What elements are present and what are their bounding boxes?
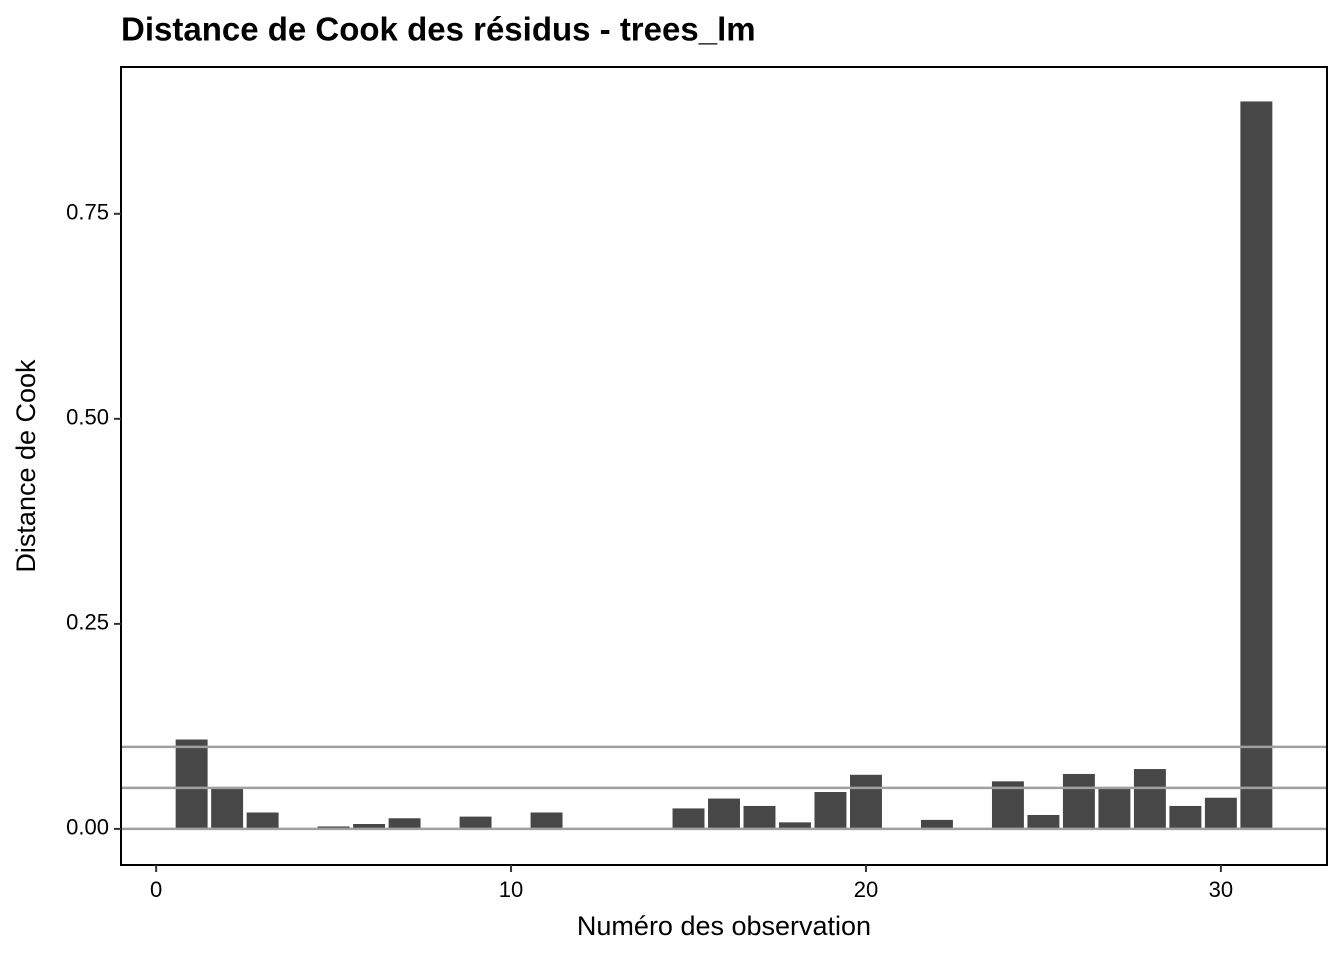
x-tick-label: 0 bbox=[150, 877, 162, 902]
y-tick-label: 0.00 bbox=[66, 815, 109, 840]
bar bbox=[530, 812, 563, 829]
bar bbox=[211, 787, 244, 829]
bar bbox=[1062, 773, 1095, 829]
bar bbox=[849, 774, 882, 829]
bar bbox=[1169, 805, 1202, 829]
bar bbox=[1240, 101, 1273, 829]
bar bbox=[246, 812, 279, 829]
bar bbox=[1133, 769, 1166, 829]
bar bbox=[814, 792, 847, 829]
plot-border bbox=[120, 66, 1328, 866]
bar bbox=[1204, 797, 1237, 829]
bar bbox=[353, 823, 386, 829]
x-tick-label: 30 bbox=[1209, 877, 1233, 902]
y-axis-title: Distance de Cook bbox=[11, 359, 41, 573]
y-tick-label: 0.75 bbox=[66, 200, 109, 225]
bar bbox=[991, 781, 1024, 829]
bar bbox=[388, 818, 421, 829]
x-axis-title: Numéro des observation bbox=[577, 911, 871, 941]
bar bbox=[708, 798, 740, 829]
x-tick-label: 10 bbox=[499, 877, 523, 902]
y-tick-label: 0.25 bbox=[66, 610, 109, 635]
x-tick-label: 20 bbox=[854, 877, 878, 902]
bar bbox=[779, 822, 811, 829]
chart-title: Distance de Cook des résidus - trees_lm bbox=[121, 11, 756, 48]
bar bbox=[459, 816, 492, 829]
bar bbox=[1098, 788, 1131, 829]
bar bbox=[743, 805, 776, 829]
bar bbox=[1027, 814, 1060, 829]
bar bbox=[672, 808, 705, 829]
y-tick-label: 0.50 bbox=[66, 405, 109, 430]
bar bbox=[920, 819, 953, 829]
bar bbox=[175, 739, 208, 829]
